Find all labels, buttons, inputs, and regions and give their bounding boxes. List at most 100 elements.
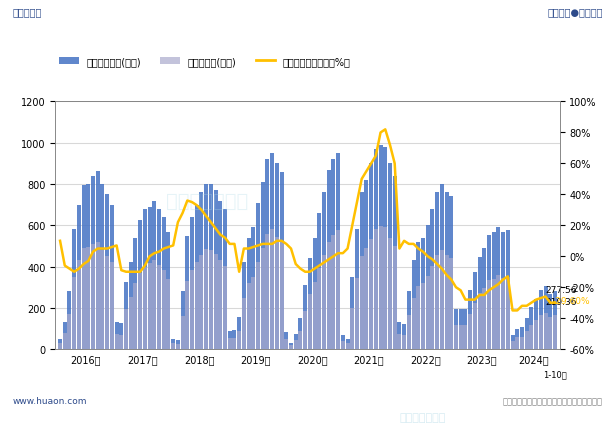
- Bar: [153, 261, 156, 349]
- Bar: [327, 242, 331, 349]
- Bar: [449, 197, 453, 349]
- Bar: [468, 314, 472, 349]
- Bar: [228, 331, 232, 349]
- Bar: [86, 184, 90, 349]
- Bar: [86, 248, 90, 349]
- Bar: [383, 147, 387, 349]
- Bar: [411, 261, 416, 349]
- Bar: [317, 268, 321, 349]
- Bar: [327, 170, 331, 349]
- Bar: [487, 235, 491, 349]
- Bar: [143, 209, 147, 349]
- Bar: [242, 298, 246, 349]
- Text: 219.36: 219.36: [546, 297, 577, 306]
- Bar: [284, 332, 288, 349]
- Bar: [204, 184, 208, 349]
- Bar: [223, 209, 227, 349]
- Bar: [171, 343, 175, 349]
- Bar: [284, 339, 288, 349]
- Bar: [124, 309, 128, 349]
- Bar: [322, 256, 326, 349]
- Bar: [176, 344, 180, 349]
- Bar: [223, 266, 227, 349]
- Bar: [167, 279, 170, 349]
- Bar: [110, 205, 114, 349]
- Bar: [351, 277, 354, 349]
- Bar: [346, 339, 349, 349]
- Bar: [100, 184, 105, 349]
- Bar: [388, 238, 392, 349]
- Bar: [114, 334, 119, 349]
- Bar: [331, 235, 335, 349]
- Bar: [510, 341, 515, 349]
- Text: 277.56: 277.56: [546, 285, 577, 294]
- Bar: [190, 218, 194, 349]
- Bar: [148, 264, 152, 349]
- Bar: [270, 230, 274, 349]
- Bar: [157, 209, 161, 349]
- Bar: [336, 154, 340, 349]
- Bar: [308, 295, 312, 349]
- Bar: [303, 285, 307, 349]
- Bar: [110, 263, 114, 349]
- Bar: [308, 259, 312, 349]
- Bar: [280, 172, 284, 349]
- Bar: [232, 330, 236, 349]
- Bar: [114, 322, 119, 349]
- Bar: [440, 184, 444, 349]
- Bar: [195, 205, 199, 349]
- Bar: [402, 335, 406, 349]
- Text: 1-10月: 1-10月: [543, 369, 567, 378]
- Bar: [72, 230, 76, 349]
- Bar: [209, 184, 213, 349]
- Text: www.huaon.com: www.huaon.com: [12, 396, 87, 405]
- Bar: [374, 230, 378, 349]
- Bar: [525, 319, 529, 349]
- Bar: [294, 334, 298, 349]
- Bar: [515, 337, 519, 349]
- Bar: [360, 256, 363, 349]
- Bar: [129, 263, 133, 349]
- Bar: [228, 338, 232, 349]
- Bar: [322, 193, 326, 349]
- Bar: [416, 242, 420, 349]
- Bar: [445, 256, 448, 349]
- Bar: [539, 315, 543, 349]
- Bar: [143, 267, 147, 349]
- Text: 2016-2024年10月黑龙江省房地产投资额及住宅投资额: 2016-2024年10月黑龙江省房地产投资额及住宅投资额: [156, 19, 459, 37]
- Bar: [459, 309, 462, 349]
- Bar: [496, 228, 501, 349]
- Text: -29.60%: -29.60%: [553, 296, 590, 305]
- Bar: [199, 256, 204, 349]
- Bar: [171, 339, 175, 349]
- Bar: [266, 160, 269, 349]
- Bar: [496, 275, 501, 349]
- Bar: [397, 334, 402, 349]
- Bar: [124, 282, 128, 349]
- Bar: [482, 288, 486, 349]
- Bar: [468, 291, 472, 349]
- Bar: [445, 193, 448, 349]
- Bar: [463, 309, 467, 349]
- Bar: [520, 337, 524, 349]
- Bar: [544, 287, 547, 349]
- Bar: [411, 298, 416, 349]
- Bar: [289, 343, 293, 349]
- Bar: [148, 207, 152, 349]
- Bar: [407, 292, 411, 349]
- Bar: [416, 287, 420, 349]
- Bar: [119, 324, 124, 349]
- Bar: [515, 329, 519, 349]
- Bar: [138, 221, 142, 349]
- Bar: [548, 317, 552, 349]
- Bar: [129, 297, 133, 349]
- Bar: [534, 320, 538, 349]
- Bar: [530, 307, 533, 349]
- Bar: [506, 231, 510, 349]
- Bar: [289, 345, 293, 349]
- Text: 数据来源：国家统计局、华经产业研究院整理: 数据来源：国家统计局、华经产业研究院整理: [502, 396, 603, 405]
- Bar: [82, 186, 85, 349]
- Bar: [72, 277, 76, 349]
- Bar: [133, 283, 138, 349]
- Bar: [369, 239, 373, 349]
